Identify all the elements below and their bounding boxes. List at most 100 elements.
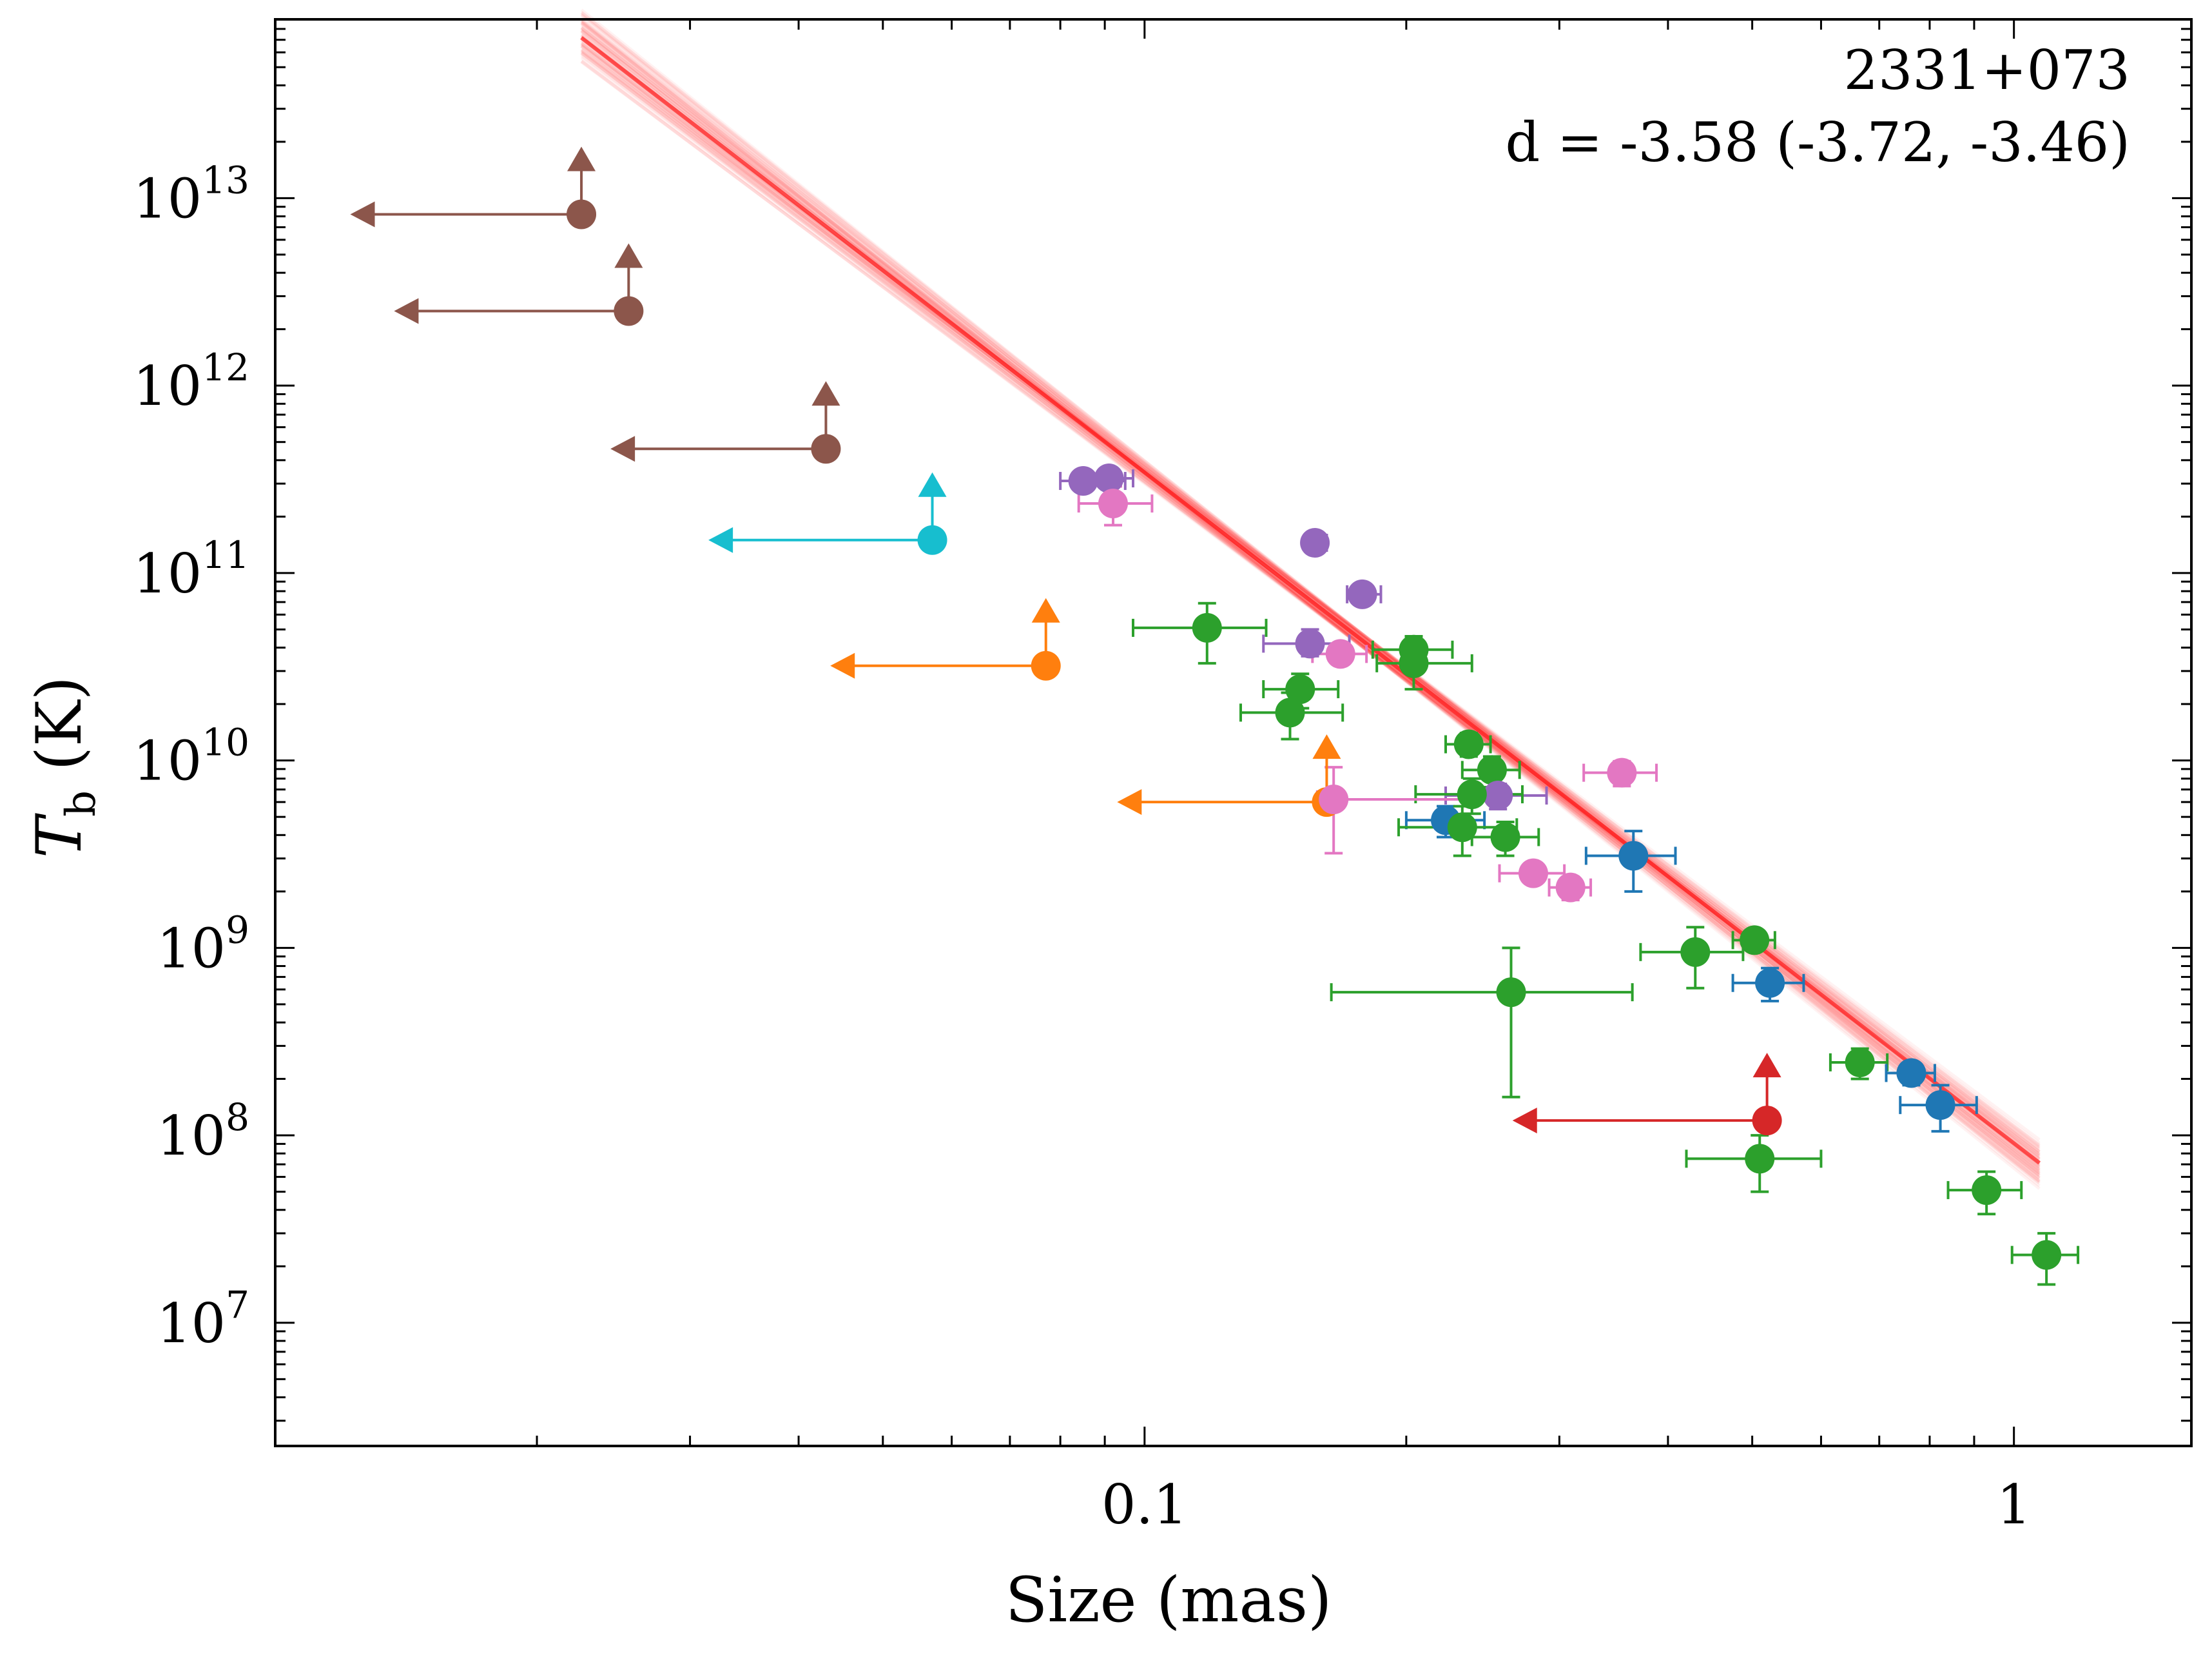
y-tick-label: 1013 <box>133 158 249 230</box>
limit-marker-brown <box>394 243 644 326</box>
fit-sample-line <box>580 17 2041 1173</box>
limit-arrowhead-up <box>614 243 643 268</box>
limit-marker-brown <box>610 381 841 464</box>
fit-sample-line <box>580 43 2041 1147</box>
fit-sample-line <box>580 52 2041 1156</box>
data-point-green <box>1740 925 1770 955</box>
limit-point <box>1031 650 1061 681</box>
data-point-green <box>1745 1144 1775 1174</box>
data-point-green <box>1399 648 1429 678</box>
fit-sample-line <box>580 60 2041 1151</box>
y-axis-label-symbol: T <box>23 813 95 858</box>
data-point-purple <box>1068 466 1098 496</box>
limit-arrowhead-left <box>708 527 733 553</box>
data-point-blue <box>1925 1090 1955 1120</box>
limit-marker-cyan <box>708 472 947 555</box>
data-point-blue <box>1896 1058 1926 1088</box>
error-bar <box>1330 946 1634 1099</box>
limit-point <box>811 434 841 464</box>
data-point-blue <box>1618 841 1649 871</box>
limit-arrowhead-up <box>1312 734 1341 759</box>
limit-arrowhead-left <box>830 652 855 679</box>
limit-marker-brown <box>350 146 597 229</box>
annotation-fit-slope: d = -3.58 (-3.72, -3.46) <box>1506 111 2130 174</box>
fit-sample-line <box>580 48 2041 1147</box>
fit-sample-line <box>580 14 2041 1181</box>
data-point-pink <box>1607 757 1637 788</box>
limit-arrowhead-left <box>350 201 375 228</box>
fit-sample-line <box>580 49 2041 1142</box>
y-tick-label: 108 <box>157 1095 249 1167</box>
fit-sample-line <box>580 29 2041 1177</box>
upper-limit-markers <box>350 146 1782 1136</box>
fit-sample-line <box>580 39 2041 1171</box>
fit-sample-line <box>580 59 2041 1157</box>
y-tick-label-base: 10 <box>133 542 202 605</box>
fit-sample-line <box>580 13 2041 1173</box>
data-point-purple <box>1483 781 1513 811</box>
y-tick-label: 109 <box>157 908 249 980</box>
y-axis-label-unit: (K) <box>23 676 95 790</box>
y-tick-label-base: 10 <box>133 730 202 793</box>
fit-sample-line <box>580 35 2041 1153</box>
data-point-pink <box>1325 639 1355 669</box>
fit-sample-line <box>580 21 2041 1190</box>
fit-sample-line <box>580 25 2041 1184</box>
data-point-blue <box>1755 968 1785 998</box>
fit-sample-line <box>580 30 2041 1160</box>
y-tick-label: 1011 <box>133 533 249 605</box>
limit-arrowhead-up <box>918 472 947 497</box>
limit-point <box>614 296 644 326</box>
data-point-pink <box>1555 872 1586 903</box>
y-tick-label-exponent: 10 <box>202 721 249 765</box>
data-point-purple <box>1295 629 1325 659</box>
limit-arrowhead-left <box>1512 1108 1537 1134</box>
fit-sample-line <box>580 60 2041 1153</box>
fit-sample-line <box>580 26 2041 1160</box>
data-point-purple <box>1300 527 1330 558</box>
fit-line-band <box>580 8 2041 1190</box>
y-axis-label: Tb (K) <box>23 676 105 858</box>
fit-sample-line <box>580 48 2041 1145</box>
y-tick-label-base: 10 <box>157 1104 226 1167</box>
plot-frame <box>274 18 2193 1447</box>
data-point-pink <box>1319 784 1349 814</box>
data-point-green <box>1192 612 1222 643</box>
fit-sample-line <box>580 22 2041 1187</box>
data-point-pink <box>1098 489 1128 519</box>
data-point-green <box>1447 812 1477 843</box>
data-point-green <box>1490 822 1520 852</box>
data-point-green <box>1972 1175 2002 1206</box>
limit-point <box>1752 1106 1782 1136</box>
limit-arrowhead-up <box>811 381 840 406</box>
y-tick-label-exponent: 8 <box>226 1095 249 1139</box>
y-tick-label-base: 10 <box>157 917 226 980</box>
y-tick-label-exponent: 12 <box>202 346 249 389</box>
limit-marker-orange <box>830 598 1061 681</box>
fit-median-line <box>580 36 2041 1165</box>
fit-sample-line <box>580 18 2041 1171</box>
fit-sample-line <box>580 34 2041 1156</box>
x-tick-label: 1 <box>1997 1473 2031 1536</box>
annotation-source-name: 2331+073 <box>1844 39 2131 102</box>
data-point-purple <box>1347 579 1377 609</box>
data-point-green <box>1285 674 1315 705</box>
data-point-purple <box>1094 464 1124 494</box>
y-tick-label: 1010 <box>133 721 249 793</box>
fit-sample-line <box>580 51 2041 1157</box>
limit-point <box>917 525 947 555</box>
x-axis-ticks: 0.1 1 <box>274 19 2031 1536</box>
y-tick-label-base: 10 <box>133 355 202 418</box>
limit-arrowhead-left <box>394 298 419 324</box>
y-tick-label-base: 10 <box>133 167 202 230</box>
data-points <box>1068 464 2062 1270</box>
data-point-green <box>1457 779 1487 810</box>
y-tick-label-exponent: 13 <box>202 158 249 202</box>
y-tick-label: 107 <box>157 1283 249 1355</box>
limit-point <box>567 199 597 229</box>
data-point-green <box>2032 1240 2062 1270</box>
y-tick-label-exponent: 7 <box>226 1283 249 1327</box>
y-tick-label-exponent: 11 <box>202 533 249 577</box>
limit-arrowhead-left <box>1117 789 1142 815</box>
data-point-green <box>1680 937 1711 967</box>
